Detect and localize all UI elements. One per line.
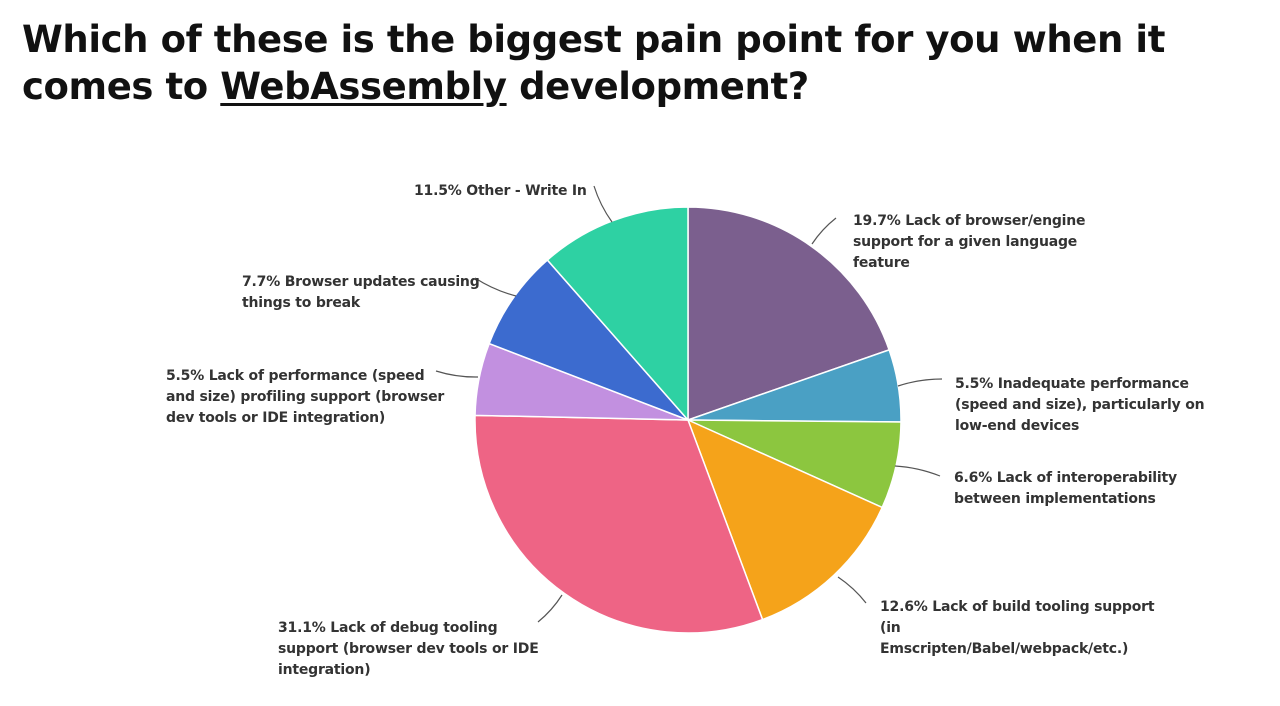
slice-label-1-line-0: 5.5% Inadequate performance bbox=[955, 376, 1189, 392]
slice-label-7: 11.5% Other - Write In bbox=[414, 183, 587, 199]
slice-label-5-line-2: dev tools or IDE integration) bbox=[166, 410, 385, 426]
slice-label-6: 7.7% Browser updates causing things to br… bbox=[242, 274, 480, 311]
slice-label-0-line-2: feature bbox=[853, 255, 910, 271]
slice-label-0: 19.7% Lack of browser/engine support for … bbox=[853, 213, 1085, 271]
slice-label-2-line-1: between implementations bbox=[954, 491, 1156, 507]
slice-label-3-line-1: (in bbox=[880, 620, 901, 636]
leader-lines bbox=[435, 185, 943, 623]
slice-label-5-line-1: and size) profiling support (browser bbox=[166, 389, 444, 405]
slice-label-0-line-0: 19.7% Lack of browser/engine bbox=[853, 213, 1085, 229]
title-link-webassembly[interactable]: WebAssembly bbox=[220, 65, 507, 108]
slice-label-4-line-0: 31.1% Lack of debug tooling bbox=[278, 620, 497, 636]
leader-line-6 bbox=[474, 277, 517, 297]
title-prefix: Which of these is the biggest pain point… bbox=[22, 18, 1165, 108]
slice-label-4: 31.1% Lack of debug tooling support (brow… bbox=[278, 620, 539, 678]
slice-labels: 19.7% Lack of browser/engine support for … bbox=[166, 183, 1205, 678]
leader-line-1 bbox=[897, 378, 943, 387]
slice-label-2: 6.6% Lack of interoperability between imp… bbox=[954, 470, 1177, 507]
slice-label-4-line-1: support (browser dev tools or IDE bbox=[278, 641, 539, 657]
slice-label-7-line-0: 11.5% Other - Write In bbox=[414, 183, 587, 199]
slice-label-1: 5.5% Inadequate performance (speed and si… bbox=[955, 376, 1204, 434]
slice-label-3: 12.6% Lack of build tooling support (in Em… bbox=[880, 599, 1155, 657]
leader-line-0 bbox=[811, 217, 837, 245]
pie-slice-7 bbox=[546, 206, 689, 422]
slice-label-5-line-0: 5.5% Lack of performance (speed bbox=[166, 368, 424, 384]
slice-label-3-line-0: 12.6% Lack of build tooling support bbox=[880, 599, 1155, 615]
pie-slices bbox=[474, 206, 902, 634]
slice-label-0-line-1: support for a given language bbox=[853, 234, 1077, 250]
slice-label-5: 5.5% Lack of performance (speed and size)… bbox=[166, 368, 444, 426]
slice-label-6-line-0: 7.7% Browser updates causing bbox=[242, 274, 480, 290]
slice-label-2-line-0: 6.6% Lack of interoperability bbox=[954, 470, 1177, 486]
slice-label-4-line-2: integration) bbox=[278, 662, 370, 678]
slice-label-1-line-2: low-end devices bbox=[955, 418, 1079, 434]
pie-slice-4 bbox=[474, 414, 764, 634]
leader-line-7 bbox=[593, 185, 613, 223]
leader-line-2 bbox=[894, 465, 941, 477]
slice-label-6-line-1: things to break bbox=[242, 295, 361, 311]
slice-label-1-line-1: (speed and size), particularly on bbox=[955, 397, 1204, 413]
slice-label-3-line-2: Emscripten/Babel/webpack/etc.) bbox=[880, 641, 1128, 657]
slide-title: Which of these is the biggest pain point… bbox=[22, 16, 1272, 110]
leader-line-4 bbox=[537, 594, 563, 623]
pie-slice-3 bbox=[686, 418, 884, 621]
pie-slice-6 bbox=[488, 258, 689, 421]
title-suffix: development? bbox=[506, 65, 809, 108]
leader-line-3 bbox=[837, 576, 867, 604]
leader-line-5 bbox=[435, 370, 479, 378]
